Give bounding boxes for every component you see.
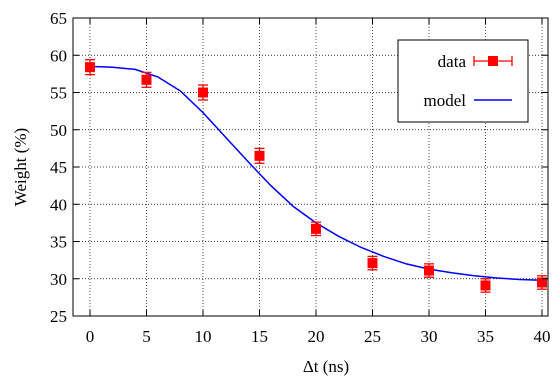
data-marker (254, 150, 265, 161)
y-tick-label: 55 (50, 84, 67, 103)
data-point (311, 221, 321, 237)
y-tick-label: 40 (50, 195, 67, 214)
x-tick-label: 35 (477, 327, 494, 346)
data-marker (367, 258, 378, 269)
data-point (367, 255, 378, 271)
data-point (85, 59, 95, 76)
legend-model-label: model (424, 91, 467, 110)
x-tick-label: 15 (251, 327, 268, 346)
legend-data-label: data (438, 52, 467, 71)
data-marker (85, 62, 95, 73)
data-marker (311, 223, 321, 234)
axis-ticks: 25 30 35 40 45 50 55 60 65 0 5 10 15 20 25 30 35 40 (50, 9, 551, 346)
x-tick-label: 20 (308, 327, 325, 346)
x-tick-label: 5 (142, 327, 151, 346)
data-marker (141, 74, 152, 85)
y-tick-label: 30 (50, 270, 67, 289)
y-tick-label: 50 (50, 121, 67, 140)
y-tick-label: 60 (50, 46, 67, 65)
data-point (141, 71, 152, 88)
gridlines (73, 18, 548, 316)
x-axis-label: Δt (ns) (303, 357, 349, 376)
legend-data-sample (473, 56, 513, 66)
y-tick-label: 35 (50, 233, 67, 252)
data-marker (198, 87, 208, 98)
data-marker (424, 265, 434, 276)
data-point (480, 278, 491, 293)
y-tick-label: 25 (50, 307, 67, 326)
data-point (424, 263, 434, 278)
y-tick-label: 45 (50, 158, 67, 177)
y-axis-label: Weight (%) (11, 128, 30, 206)
legend-box (397, 39, 529, 123)
data-point (198, 84, 208, 101)
data-marker (480, 280, 491, 291)
data-series (85, 59, 547, 293)
data-marker (537, 277, 547, 288)
x-tick-label: 30 (421, 327, 438, 346)
legend-marker (488, 56, 498, 66)
y-tick-label: 65 (50, 9, 67, 28)
data-point (537, 275, 547, 290)
x-tick-label: 25 (364, 327, 381, 346)
x-tick-label: 40 (534, 327, 551, 346)
data-point (254, 147, 265, 164)
x-tick-label: 0 (86, 327, 95, 346)
legend: data model (397, 39, 529, 123)
x-tick-label: 10 (195, 327, 212, 346)
